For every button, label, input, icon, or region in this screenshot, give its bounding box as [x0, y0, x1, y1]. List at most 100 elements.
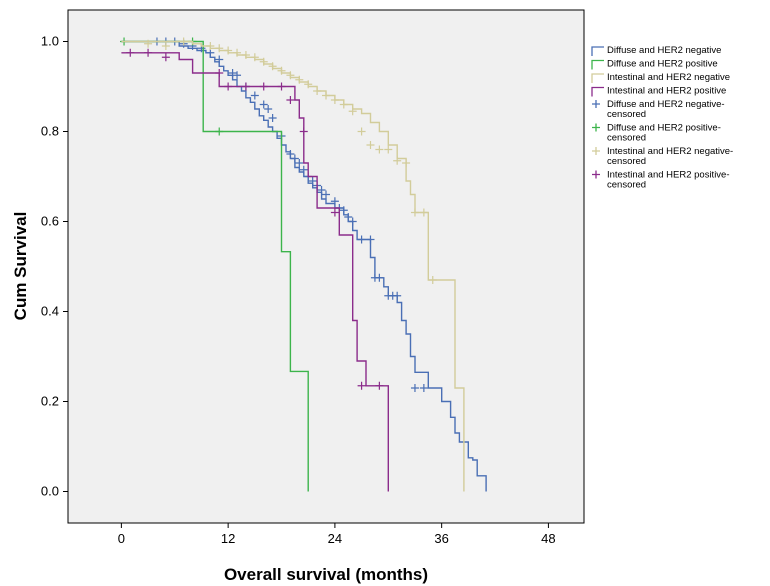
y-tick-label-0.8: 0.8	[41, 124, 59, 139]
censor-mark-intestinal-and-her2-negative-6	[233, 48, 242, 57]
censor-mark-diffuse-and-her2-negative-11	[250, 91, 259, 100]
censor-mark-intestinal-and-her2-negative-11	[277, 66, 286, 75]
censor-mark-intestinal-and-her2-negative-21	[366, 141, 375, 149]
censor-mark-intestinal-and-her2-negative-13	[295, 75, 304, 84]
censor-mark-diffuse-and-her2-negative-27	[339, 206, 348, 215]
censor-mark-intestinal-and-her2-negative-20	[357, 127, 366, 136]
legend-entry-0: Diffuse and HER2 negative	[607, 45, 721, 56]
legend: Diffuse and HER2 negative Diffuse and HER…	[591, 45, 733, 191]
y-tick-label-0.0: 0.0	[41, 484, 59, 499]
legend-entry-4: Diffuse and HER2 negative-censored	[607, 99, 725, 120]
y-tick-label-0.4: 0.4	[41, 304, 59, 319]
censor-mark-diffuse-and-her2-negative-21	[308, 177, 317, 185]
legend-swatch-5	[592, 123, 600, 132]
censor-mark-intestinal-and-her2-negative-23	[384, 145, 393, 154]
censor-mark-diffuse-and-her2-negative-7	[215, 55, 224, 64]
censor-mark-intestinal-and-her2-positive-12	[375, 381, 384, 390]
censor-mark-intestinal-and-her2-negative-25	[402, 159, 411, 167]
y-axis-label: Cum Survival	[11, 212, 30, 321]
censor-mark-intestinal-and-her2-negative-28	[428, 276, 437, 284]
censor-mark-intestinal-and-her2-negative-15	[313, 87, 322, 95]
censor-mark-diffuse-and-her2-negative-31	[366, 235, 375, 244]
series-line-diffuse-and-her2-positive	[121, 40, 309, 492]
x-tick-label-48: 48	[541, 531, 555, 546]
censor-mark-intestinal-and-her2-negative-7	[241, 51, 250, 59]
censor-mark-intestinal-and-her2-negative-24	[393, 156, 402, 165]
censor-mark-intestinal-and-her2-positive-6	[259, 82, 268, 91]
censor-mark-diffuse-and-her2-negative-6	[206, 48, 215, 57]
censor-mark-intestinal-and-her2-negative-8	[250, 53, 259, 62]
series-layer	[120, 37, 487, 492]
censor-mark-diffuse-and-her2-negative-14	[268, 114, 277, 122]
legend-entry-1: Diffuse and HER2 positive	[607, 59, 718, 70]
censor-mark-intestinal-and-her2-negative-0	[144, 39, 153, 48]
legend-entry-7: Intestinal and HER2 positive-censored	[607, 170, 730, 191]
axis-layer: 0 12 24 36 48 0.0 0.2 0.4 0.6 0.8 1.0	[41, 34, 556, 547]
censor-mark-intestinal-and-her2-negative-1	[161, 42, 170, 50]
legend-entry-6: Intestinal and HER2 negative-censored	[607, 146, 733, 167]
censor-mark-diffuse-and-her2-negative-38	[419, 384, 428, 392]
censor-mark-diffuse-and-her2-negative-37	[410, 384, 419, 392]
censor-mark-diffuse-and-her2-negative-36	[393, 291, 402, 300]
censor-mark-intestinal-and-her2-negative-19	[348, 107, 357, 116]
censor-mark-diffuse-and-her2-negative-23	[317, 186, 326, 194]
censor-mark-intestinal-and-her2-positive-5	[241, 82, 250, 91]
censor-mark-intestinal-and-her2-positive-0	[126, 48, 135, 57]
censor-mark-diffuse-and-her2-negative-18	[295, 159, 304, 167]
censor-mark-intestinal-and-her2-positive-4	[224, 82, 233, 91]
censor-mark-intestinal-and-her2-negative-2	[179, 37, 188, 46]
censor-mark-diffuse-and-her2-positive-2	[215, 127, 224, 136]
legend-swatch-6	[592, 147, 600, 155]
censor-mark-intestinal-and-her2-negative-12	[286, 71, 295, 80]
censor-mark-diffuse-and-her2-negative-25	[330, 197, 339, 206]
legend-swatch-4	[592, 100, 600, 108]
x-axis-label: Overall survival (months)	[224, 565, 428, 584]
series-line-diffuse-and-her2-negative	[121, 40, 487, 492]
censor-mark-diffuse-and-her2-negative-24	[322, 190, 330, 199]
censor-mark-intestinal-and-her2-positive-8	[286, 96, 295, 104]
legend-swatch-7	[592, 170, 600, 179]
censor-mark-intestinal-and-her2-positive-10	[330, 208, 339, 217]
censor-mark-intestinal-and-her2-negative-3	[206, 42, 215, 50]
censor-mark-diffuse-and-her2-negative-13	[264, 105, 273, 113]
censor-mark-diffuse-and-her2-negative-28	[344, 213, 353, 221]
plot-frame	[67, 9, 585, 524]
censor-mark-intestinal-and-her2-positive-7	[277, 82, 286, 91]
x-tick-label-12: 12	[221, 531, 235, 546]
censor-mark-intestinal-and-her2-negative-22	[375, 145, 384, 154]
censor-mark-intestinal-and-her2-negative-16	[322, 91, 330, 100]
censor-mark-intestinal-and-her2-negative-27	[419, 208, 428, 217]
censor-mark-intestinal-and-her2-positive-3	[215, 69, 224, 77]
legend-entry-2: Intestinal and HER2 negative	[607, 72, 730, 83]
legend-swatch-0	[591, 46, 604, 56]
censor-mark-intestinal-and-her2-negative-18	[339, 100, 348, 109]
series-line-intestinal-and-her2-positive	[121, 52, 389, 492]
censor-mark-intestinal-and-her2-negative-4	[215, 44, 224, 53]
legend-entry-3: Intestinal and HER2 positive	[607, 86, 726, 97]
censor-mark-diffuse-and-her2-negative-19	[299, 165, 308, 174]
censor-mark-intestinal-and-her2-positive-9	[299, 127, 308, 136]
censor-mark-diffuse-and-her2-negative-12	[259, 100, 268, 109]
legend-swatch-2	[591, 73, 604, 83]
x-tick-label-36: 36	[434, 531, 448, 546]
y-tick-label-0.6: 0.6	[41, 214, 59, 229]
censor-mark-intestinal-and-her2-negative-10	[268, 62, 277, 71]
x-tick-label-0: 0	[118, 531, 125, 546]
legend-swatch-3	[591, 86, 604, 97]
censor-mark-diffuse-and-her2-negative-16	[286, 150, 295, 158]
censor-mark-intestinal-and-her2-positive-11	[357, 381, 366, 390]
legend-swatch-1	[591, 59, 604, 70]
x-tick-label-24: 24	[328, 531, 342, 546]
censor-mark-diffuse-and-her2-negative-9	[233, 71, 242, 80]
censor-mark-intestinal-and-her2-positive-1	[144, 48, 153, 57]
censor-mark-intestinal-and-her2-negative-5	[224, 46, 233, 55]
y-tick-label-0.2: 0.2	[41, 394, 59, 409]
censor-mark-diffuse-and-her2-negative-30	[357, 235, 366, 244]
censor-mark-intestinal-and-her2-positive-2	[161, 53, 170, 62]
censor-mark-diffuse-and-her2-negative-8	[228, 69, 237, 77]
censor-mark-intestinal-and-her2-negative-14	[304, 80, 313, 89]
legend-entry-5: Diffuse and HER2 positive-censored	[607, 123, 721, 144]
censor-mark-intestinal-and-her2-negative-17	[330, 96, 339, 104]
y-tick-label-1.0: 1.0	[41, 34, 59, 49]
